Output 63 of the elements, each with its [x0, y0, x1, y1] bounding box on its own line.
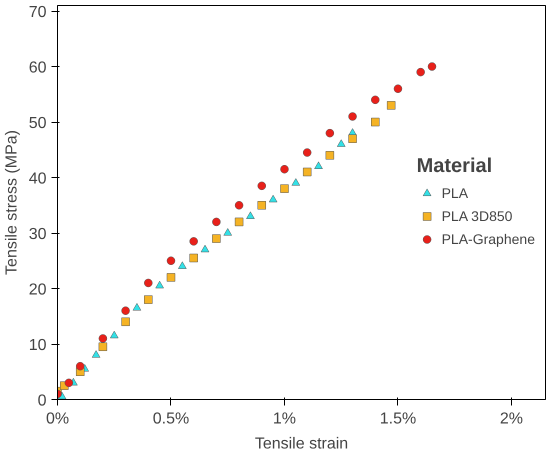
point: [336, 139, 346, 147]
point: [98, 342, 108, 352]
point: [258, 201, 266, 210]
x-tick-label: 2%: [500, 410, 524, 428]
point: [121, 318, 130, 326]
x-tick-label: 0%: [46, 410, 70, 428]
point: [121, 306, 130, 315]
point: [212, 234, 221, 243]
point: [258, 182, 266, 190]
point: [280, 164, 289, 174]
point: [348, 112, 357, 121]
y-tick-label: 70: [28, 4, 47, 22]
point: [386, 101, 396, 110]
y-axis-title: Tensile stress (MPa): [4, 130, 21, 275]
point: [314, 162, 323, 169]
point: [268, 194, 278, 202]
y-tick-label: 40: [28, 170, 47, 188]
point: [326, 151, 334, 160]
x-tick-label: 0.5%: [152, 410, 190, 428]
point: [189, 237, 198, 246]
y-tick-label: 60: [28, 60, 47, 77]
point: [132, 303, 142, 310]
point: [92, 350, 100, 358]
point: [371, 96, 380, 104]
legend-label: PLA: [442, 185, 468, 201]
point: [348, 134, 357, 143]
point: [416, 68, 425, 76]
point: [428, 62, 436, 71]
point: [200, 244, 210, 252]
point: [302, 168, 312, 176]
point: [189, 254, 198, 262]
x-tick-label: 1%: [272, 410, 296, 428]
point: [326, 128, 334, 138]
point: [212, 218, 221, 226]
y-tick-label: 10: [28, 337, 47, 354]
point: [223, 228, 232, 236]
point: [246, 212, 255, 219]
y-tick-label: 50: [28, 115, 47, 132]
y-tick-label: 0: [38, 392, 47, 410]
x-axis-title: Tensile strain: [254, 436, 348, 452]
legend-title: Material: [416, 155, 494, 178]
point: [292, 178, 300, 186]
point: [234, 201, 244, 210]
point: [234, 218, 244, 226]
legend-label: PLA 3D850: [442, 208, 512, 224]
point: [64, 378, 74, 388]
point: [98, 334, 108, 343]
point: [394, 84, 402, 93]
x-tick-label: 1.5%: [380, 410, 416, 428]
y-tick-label: 20: [28, 282, 47, 299]
point: [178, 261, 187, 269]
point: [371, 118, 380, 126]
point: [302, 148, 312, 157]
point: [166, 256, 176, 266]
point: [144, 295, 153, 304]
point: [76, 362, 84, 370]
legend-label: PLA-Graphene: [442, 231, 535, 247]
y-tick-label: 30: [28, 226, 47, 244]
point: [166, 273, 176, 282]
point: [110, 330, 118, 338]
point: [280, 184, 289, 193]
point: [144, 278, 153, 288]
point: [155, 280, 164, 288]
